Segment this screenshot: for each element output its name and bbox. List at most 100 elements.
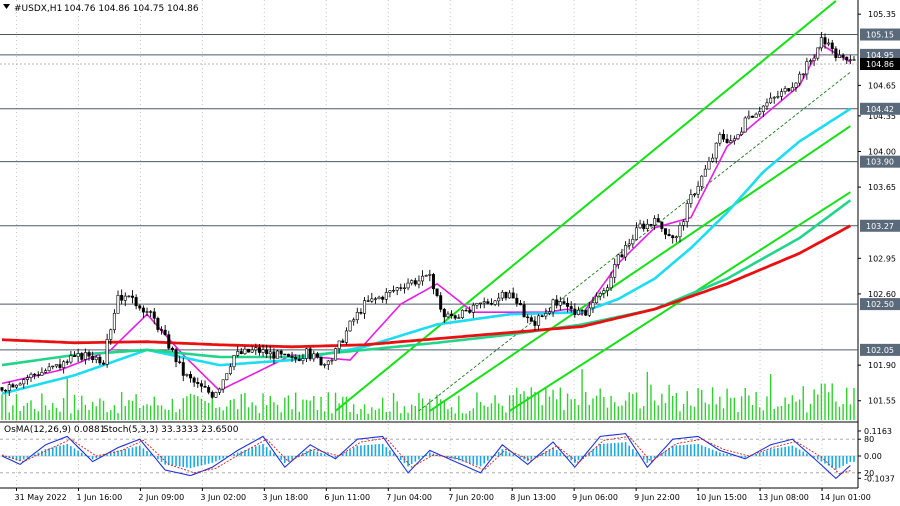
candle-body — [602, 290, 606, 294]
candle-body — [410, 280, 414, 284]
symbol-label: #USDX,H1 — [14, 4, 62, 14]
time-tick-label: 9 Jun 22:00 — [634, 493, 680, 502]
candle-body — [181, 362, 185, 376]
candle-body — [413, 280, 417, 285]
candle-body — [500, 291, 504, 299]
candle-body — [366, 300, 370, 302]
price-tick-label: 104.65 — [868, 81, 896, 90]
candle-body — [493, 300, 497, 305]
candle-body — [638, 223, 642, 229]
candle-body — [642, 223, 646, 229]
candle-body — [395, 287, 399, 291]
candle-body — [421, 275, 425, 282]
candle-body — [344, 330, 348, 343]
axes: 105.35 104.65 104.35 104.00 103.65 102.95 102.… — [15, 10, 900, 502]
candle-body — [341, 340, 345, 343]
candle-body — [228, 366, 232, 374]
candle-body — [257, 347, 261, 353]
candle-body — [424, 274, 428, 277]
candle-body — [591, 302, 595, 309]
grid-lines — [0, 0, 859, 489]
candle-body — [163, 329, 167, 335]
candle-body — [711, 157, 715, 162]
volume-bars — [1, 369, 855, 420]
candle-body — [112, 312, 116, 331]
candle-body — [73, 355, 77, 357]
candle-body — [453, 315, 457, 319]
candlesticks — [0, 31, 856, 399]
candle-body — [685, 203, 689, 223]
candle-body — [33, 373, 37, 376]
candle-body — [772, 96, 776, 99]
candle-body — [616, 254, 620, 265]
candle-body — [682, 221, 686, 226]
price-tick-label: 105.35 — [868, 10, 896, 19]
time-tick-label: 3 Jun 02:00 — [200, 493, 246, 502]
chart-menu-icon[interactable] — [3, 4, 10, 9]
candle-body — [598, 293, 602, 297]
candle-body — [547, 311, 551, 314]
price-tick-label: 103.65 — [868, 183, 896, 192]
candle-body — [141, 307, 145, 313]
candle-body — [218, 388, 222, 393]
price-tick-label: 101.90 — [868, 361, 896, 370]
candle-body — [446, 313, 450, 318]
candle-body — [667, 234, 671, 236]
candle-body — [102, 362, 106, 365]
candle-body — [417, 280, 421, 285]
candle-body — [689, 194, 693, 204]
candle-body — [388, 290, 392, 293]
price-tag-label: 102.05 — [866, 346, 894, 355]
candle-body — [337, 340, 341, 349]
osma-label: OsMA(12,26,9) 0.0881 — [4, 425, 105, 435]
candle-body — [4, 390, 8, 392]
candle-body — [729, 140, 733, 143]
candle-body — [533, 321, 537, 326]
candle-body — [740, 131, 744, 135]
price-tick-label: 102.95 — [868, 254, 896, 263]
candle-body — [442, 308, 446, 318]
candle-body — [431, 274, 435, 290]
candle-body — [145, 311, 149, 313]
candle-body — [736, 134, 740, 140]
candle-body — [402, 287, 406, 289]
candle-body — [743, 117, 747, 133]
price-tag-label: 104.42 — [866, 105, 894, 114]
candle-body — [305, 348, 309, 359]
candle-body — [276, 350, 280, 359]
candle-body — [620, 254, 624, 258]
candle-body — [40, 372, 44, 376]
osc-tick-label: 20 — [864, 469, 874, 478]
candle-body — [348, 320, 352, 332]
candle-body — [170, 347, 174, 350]
price-tag — [860, 58, 900, 71]
candle-body — [845, 56, 849, 61]
candle-body — [794, 82, 798, 88]
candle-body — [123, 295, 127, 301]
candle-body — [178, 361, 182, 363]
candle-body — [109, 329, 113, 340]
candle-body — [25, 377, 29, 380]
candle-body — [721, 133, 725, 140]
candle-body — [725, 138, 729, 143]
time-tick-label: 10 Jun 15:00 — [696, 493, 747, 502]
candle-body — [47, 366, 51, 372]
candle-body — [352, 319, 356, 322]
candle-body — [573, 308, 577, 315]
candle-body — [272, 351, 276, 359]
candle-body — [819, 37, 823, 49]
time-tick-label: 8 Jun 13:00 — [510, 493, 556, 502]
candle-body — [841, 54, 845, 58]
candle-body — [247, 348, 251, 353]
candle-body — [790, 87, 794, 92]
candle-body — [36, 374, 40, 376]
candle-body — [834, 48, 838, 58]
time-tick-label: 31 May 2022 — [15, 493, 67, 502]
candle-body — [18, 383, 22, 386]
candle-body — [707, 161, 711, 170]
candle-body — [69, 355, 73, 363]
candle-body — [823, 37, 827, 45]
candle-body — [370, 298, 374, 302]
